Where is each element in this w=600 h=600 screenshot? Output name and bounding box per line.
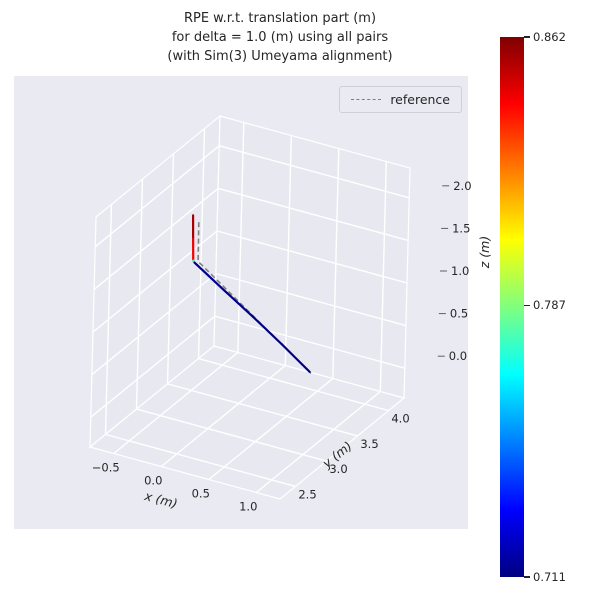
z-gridline [93,187,409,290]
x-tick-label: 1.0 [239,500,257,514]
x-gridline [208,148,340,481]
trajectory-segment [193,261,225,291]
x-tick-label: 0.0 [144,474,162,488]
y-tick-label: 4.0 [391,412,409,426]
colorbar-tick-label: 0.787 [533,298,566,313]
z-gridline [94,145,410,248]
x-gridline [255,161,387,494]
title-line-3: (with Sim(3) Umeyama alignment) [167,49,393,64]
z-tick-label: 0.5 [450,307,468,321]
z-gridline [90,315,405,418]
legend-dashed-line-sample [351,99,382,100]
y-gridline [135,179,327,462]
trajectory-segment [280,343,311,373]
y-gridline [104,204,296,488]
colorbar-tick-mark [524,304,530,306]
colorbar-gradient [500,37,524,577]
colorbar-tick-label: 0.862 [533,30,566,44]
z-gridline [92,230,408,333]
z-tick-label: 1.0 [451,264,469,278]
title-line-2: for delta = 1.0 (m) using all pairs [171,30,389,45]
z-tick-label: 1.5 [452,221,470,235]
z-tick-label: 2.0 [453,179,471,193]
x-gridline [160,135,292,468]
z-axis-label: z (m) [477,236,492,269]
z-tick-label: 0.0 [449,349,467,363]
y-tick-label: 3.0 [329,462,347,476]
trajectory-segment [222,288,254,318]
legend: reference [339,86,462,113]
title-line-1: RPE w.r.t. translation part (m) [183,11,377,26]
y-gridline [197,128,389,412]
colorbar-tick-mark [524,576,530,578]
y-gridline [166,153,358,437]
reference-line [197,222,312,374]
trajectory-segment [251,315,284,346]
legend-label: reference [390,92,450,107]
colorbar-tick-label: 0.711 [533,570,566,584]
x-tick-label: −0.5 [92,461,120,475]
y-tick-label: 2.5 [298,487,316,501]
y-tick-label: 3.5 [360,437,378,451]
chart-title: RPE w.r.t. translation part (m) for delt… [40,9,520,66]
x-gridline [113,122,245,455]
z-gridline [91,272,407,376]
x-tick-label: 0.5 [192,487,210,501]
colorbar-tick-mark [524,36,530,38]
